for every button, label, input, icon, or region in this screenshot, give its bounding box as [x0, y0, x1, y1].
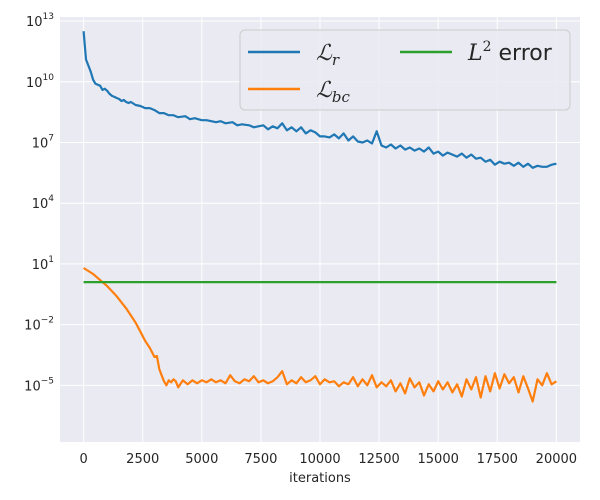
y-tick-label: 10−2	[24, 316, 54, 334]
x-tick-label: 17500	[477, 452, 518, 467]
legend: ℒr ℒbc L2 error	[239, 29, 571, 111]
y-tick-label: 104	[32, 194, 55, 212]
series-line-1	[83, 267, 557, 403]
y-tick-label: 107	[32, 133, 54, 151]
legend-label-0: ℒr	[316, 41, 340, 69]
x-tick-label: 5000	[185, 452, 218, 467]
x-tick-label: 7500	[244, 452, 277, 467]
legend-label-2: L2 error	[467, 39, 553, 66]
x-axis-label: iterations	[289, 471, 351, 486]
y-tick-label: 10−5	[24, 376, 54, 394]
legend-label-1: ℒbc	[316, 78, 350, 106]
x-tick-label: 10000	[299, 452, 340, 467]
x-tick-label: 2500	[126, 452, 159, 467]
x-tick-label: 20000	[536, 452, 577, 467]
y-tick-label: 101	[32, 255, 54, 273]
legend-frame	[239, 29, 571, 111]
series-layer	[82, 31, 557, 403]
tick-labels: 0 2500 5000 7500 10000 12500 15000 17500 20000 10…	[24, 12, 577, 467]
x-tick-label: 0	[79, 452, 87, 467]
x-tick-label: 15000	[418, 452, 459, 467]
y-tick-label: 1013	[26, 12, 54, 30]
y-tick-label: 1010	[26, 73, 54, 91]
x-tick-label: 12500	[358, 452, 399, 467]
series-line-0	[82, 31, 557, 169]
